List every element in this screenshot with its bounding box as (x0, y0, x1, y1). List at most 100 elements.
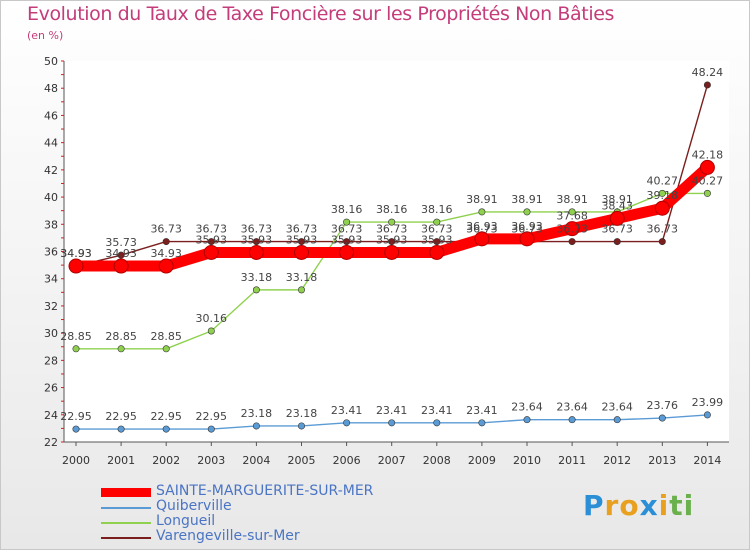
data-label-0: 35.93 (286, 233, 318, 246)
y-tick-label: 22 (44, 436, 58, 449)
data-label-0: 35.93 (421, 233, 453, 246)
data-label-2: 28.85 (60, 330, 92, 343)
y-tick-label: 34 (44, 273, 58, 286)
x-tick-label: 2000 (62, 454, 90, 467)
series-point-1 (117, 425, 125, 433)
data-label-1: 23.64 (601, 401, 633, 414)
data-label-0: 38.43 (601, 199, 633, 212)
series-point-0 (654, 200, 670, 216)
data-label-2: 30.16 (196, 312, 228, 325)
x-tick-label: 2005 (288, 454, 316, 467)
series-point-0 (294, 244, 309, 260)
logo-letter: i (683, 489, 695, 522)
data-label-1: 23.76 (647, 399, 679, 412)
x-tick-label: 2010 (513, 454, 541, 467)
data-label-1: 23.41 (421, 404, 453, 417)
data-label-1: 23.41 (331, 404, 363, 417)
legend-label: SAINTE-MARGUERITE-SUR-MER (156, 483, 374, 499)
x-tick-label: 2009 (468, 454, 496, 467)
series-point-1 (162, 425, 170, 433)
chart-title: Evolution du Taux de Taxe Foncière sur l… (27, 3, 615, 25)
data-label-3: 36.73 (466, 223, 498, 236)
series-point-2 (72, 345, 80, 353)
series-point-0 (68, 258, 84, 274)
series-point-2 (207, 327, 215, 335)
x-tick-label: 2014 (693, 454, 721, 467)
data-label-2: 38.91 (466, 193, 498, 206)
series-point-1 (478, 419, 486, 427)
legend-swatch-sainte-marguerite (101, 488, 151, 497)
data-label-0: 35.93 (376, 233, 408, 246)
series-point-3 (162, 238, 170, 246)
data-label-3: 36.73 (421, 223, 453, 236)
series-point-3 (433, 238, 441, 246)
proxiti-logo: Proxiti (583, 489, 694, 522)
legend-swatch-quiberville (101, 507, 151, 509)
series-point-3 (343, 238, 351, 246)
chart-subtitle: (en %) (27, 29, 64, 42)
series-point-1 (388, 419, 396, 427)
data-label-2: 38.91 (601, 193, 633, 206)
data-label-1: 23.18 (241, 407, 273, 420)
series-point-3 (388, 238, 396, 246)
data-label-0: 35.93 (331, 233, 363, 246)
legend-swatch-longueil (101, 522, 151, 524)
data-label-3: 36.73 (196, 223, 228, 236)
data-label-1: 23.64 (556, 401, 588, 414)
data-label-3: 35.73 (105, 236, 137, 249)
data-label-2: 28.85 (150, 330, 182, 343)
series-point-0 (339, 244, 355, 260)
data-label-0: 36.93 (466, 220, 498, 233)
x-tick-label: 2011 (558, 454, 586, 467)
data-label-1: 23.18 (286, 407, 318, 420)
data-label-0: 35.93 (241, 233, 273, 246)
series-point-2 (523, 208, 531, 216)
data-label-2: 33.18 (286, 271, 318, 284)
series-point-2 (388, 218, 396, 226)
data-label-0: 37.68 (556, 210, 588, 223)
data-label-2: 38.16 (331, 203, 363, 216)
y-tick-label: 40 (44, 191, 58, 204)
data-label-0: 35.93 (196, 233, 228, 246)
data-label-1: 22.95 (150, 410, 182, 423)
series-point-0 (519, 231, 535, 247)
data-label-3: 36.73 (286, 223, 318, 236)
data-label-0: 34.93 (105, 247, 137, 260)
data-label-2: 40.27 (692, 174, 724, 187)
series-point-0 (609, 210, 625, 226)
logo-letter: i (658, 489, 670, 522)
series-point-3 (658, 238, 666, 246)
series-point-2 (433, 218, 441, 226)
data-label-1: 22.95 (60, 410, 92, 423)
series-point-3 (207, 238, 215, 246)
x-tick-label: 2001 (107, 454, 135, 467)
legend-label: Longueil (156, 513, 216, 529)
x-tick-label: 2013 (648, 454, 676, 467)
series-point-2 (162, 345, 170, 353)
data-label-0: 34.93 (60, 247, 92, 260)
data-label-0: 39.18 (647, 189, 679, 202)
series-point-0 (429, 244, 445, 260)
series-point-0 (248, 244, 264, 260)
data-label-3: 36.73 (556, 223, 588, 236)
series-point-1 (252, 422, 260, 430)
data-label-3: 36.73 (241, 223, 273, 236)
data-label-2: 33.18 (241, 271, 273, 284)
logo-letter: t (669, 489, 684, 522)
y-tick-label: 44 (44, 137, 58, 150)
series-point-0 (474, 231, 490, 247)
data-label-3: 36.73 (601, 223, 633, 236)
y-tick-label: 28 (44, 354, 58, 367)
legend-label: Quiberville (156, 498, 232, 514)
y-tick-label: 30 (44, 327, 58, 340)
logo-letter: o (619, 489, 640, 522)
y-tick-label: 32 (44, 300, 58, 313)
data-label-2: 38.91 (511, 193, 543, 206)
data-label-2: 38.16 (421, 203, 453, 216)
series-point-3 (568, 238, 576, 246)
series-point-1 (297, 422, 305, 430)
series-point-2 (478, 208, 486, 216)
data-label-2: 38.16 (376, 203, 408, 216)
x-tick-label: 2002 (152, 454, 180, 467)
logo-letter: P (583, 489, 605, 522)
